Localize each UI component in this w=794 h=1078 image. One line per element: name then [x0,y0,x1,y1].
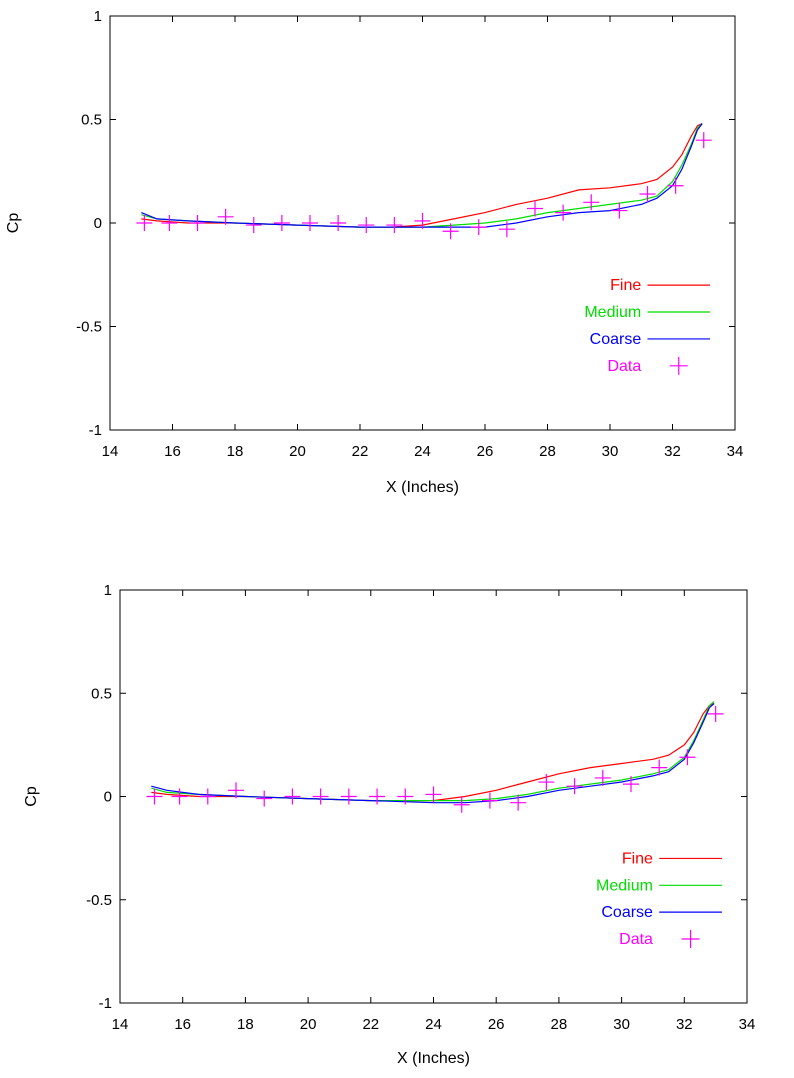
x-tick-label: 28 [551,1016,568,1033]
data-point [171,788,188,805]
x-tick-label: 26 [488,1016,505,1033]
x-tick-label: 16 [164,443,181,460]
data-point [555,204,572,221]
x-tick-label: 34 [739,1016,756,1033]
data-point [707,705,724,722]
series-line-coarse [141,123,703,228]
legend-label: Medium [596,877,653,894]
y-axis-label: Cp [23,786,40,807]
data-point [498,221,515,238]
y-tick-label: 0 [94,215,102,232]
data-point [470,219,487,236]
legend-entry-coarse: Coarse [601,904,722,921]
data-point [611,202,628,219]
legend-entry-data: Data [619,929,700,948]
chart-1: 14 16 18 20 22 24 26 28 30 32 34 -1 -0.5 0 0.5 1 X (Inch… [5,8,743,496]
data-point [256,790,273,807]
y-tick-label: -0.5 [76,319,102,336]
chart-2: 14 16 18 20 22 24 26 28 30 32 34 -1 -0.5 0 0.5 1 X (Inch… [23,582,755,1067]
data-point [161,215,178,231]
x-tick-label: 22 [362,1016,379,1033]
legend-entry-data: Data [607,356,688,375]
x-tick-label: 18 [227,443,244,460]
y-tick-label: -1 [89,422,102,439]
legend-label: Data [619,931,653,948]
data-point [312,788,329,805]
x-tick-label: 30 [602,443,619,460]
data-point [527,200,543,217]
y-tick-label: 0.5 [91,685,112,702]
data-point [583,194,600,211]
y-tick-label: 0.5 [81,112,102,129]
legend-label: Medium [584,304,641,321]
data-point [199,788,216,805]
data-point [189,215,206,231]
series-line-coarse [151,703,715,804]
data-point [695,132,712,149]
data-point [566,778,583,795]
data-point [136,215,153,231]
data-point [340,788,357,805]
data-point [651,759,668,776]
data-point [442,223,459,240]
legend-entry-fine: Fine [610,277,710,294]
legend-entry-fine: Fine [622,850,722,867]
data-point [594,769,611,786]
legend-entry-medium: Medium [584,304,710,321]
data-point [358,217,375,234]
x-axis-label: X (Inches) [397,1050,470,1067]
x-tick-label: 32 [676,1016,693,1033]
data-point [639,186,656,203]
data-point [623,776,640,793]
x-tick-label: 34 [727,443,744,460]
legend-entry-medium: Medium [596,877,722,894]
y-axis-label: Cp [5,213,22,234]
y-tick-label: 0 [104,789,112,806]
data-point [453,796,470,813]
y-tick-label: 1 [104,582,112,599]
x-tick-label: 30 [613,1016,630,1033]
data-point [330,215,347,231]
y-tick-label: -1 [99,995,112,1012]
data-point [414,212,431,229]
x-tick-label: 14 [112,1016,129,1033]
x-tick-label: 24 [425,1016,442,1033]
data-point [667,177,684,194]
data-point [386,217,403,234]
legend-label: Fine [622,850,653,867]
x-tick-label: 24 [414,443,431,460]
x-tick-label: 20 [289,443,306,460]
x-tick-label: 18 [237,1016,254,1033]
legend-entry-coarse: Coarse [590,331,710,348]
data-point [273,215,290,231]
data-point [510,794,527,811]
data-point [227,782,244,799]
data-point [146,788,163,805]
data-point [425,786,442,803]
x-tick-label: 26 [477,443,494,460]
data-point [481,792,498,809]
data-point [397,788,414,805]
data-point [369,788,386,805]
x-tick-label: 20 [300,1016,317,1033]
legend-label: Fine [610,277,641,294]
x-tick-label: 22 [352,443,369,460]
x-tick-label: 32 [664,443,681,460]
data-point [217,208,234,225]
x-tick-label: 14 [102,443,119,460]
y-tick-label: 1 [94,8,102,25]
x-tick-label: 28 [539,443,556,460]
legend-label: Coarse [590,331,642,348]
legend-label: Coarse [601,904,653,921]
data-point [538,774,555,791]
x-tick-label: 16 [174,1016,191,1033]
legend-label: Data [607,358,641,375]
data-point [284,788,301,805]
data-point [245,217,262,234]
data-point [302,215,318,231]
x-axis-label: X (Inches) [386,479,459,496]
data-point [679,749,696,766]
y-tick-label: -0.5 [86,892,112,909]
